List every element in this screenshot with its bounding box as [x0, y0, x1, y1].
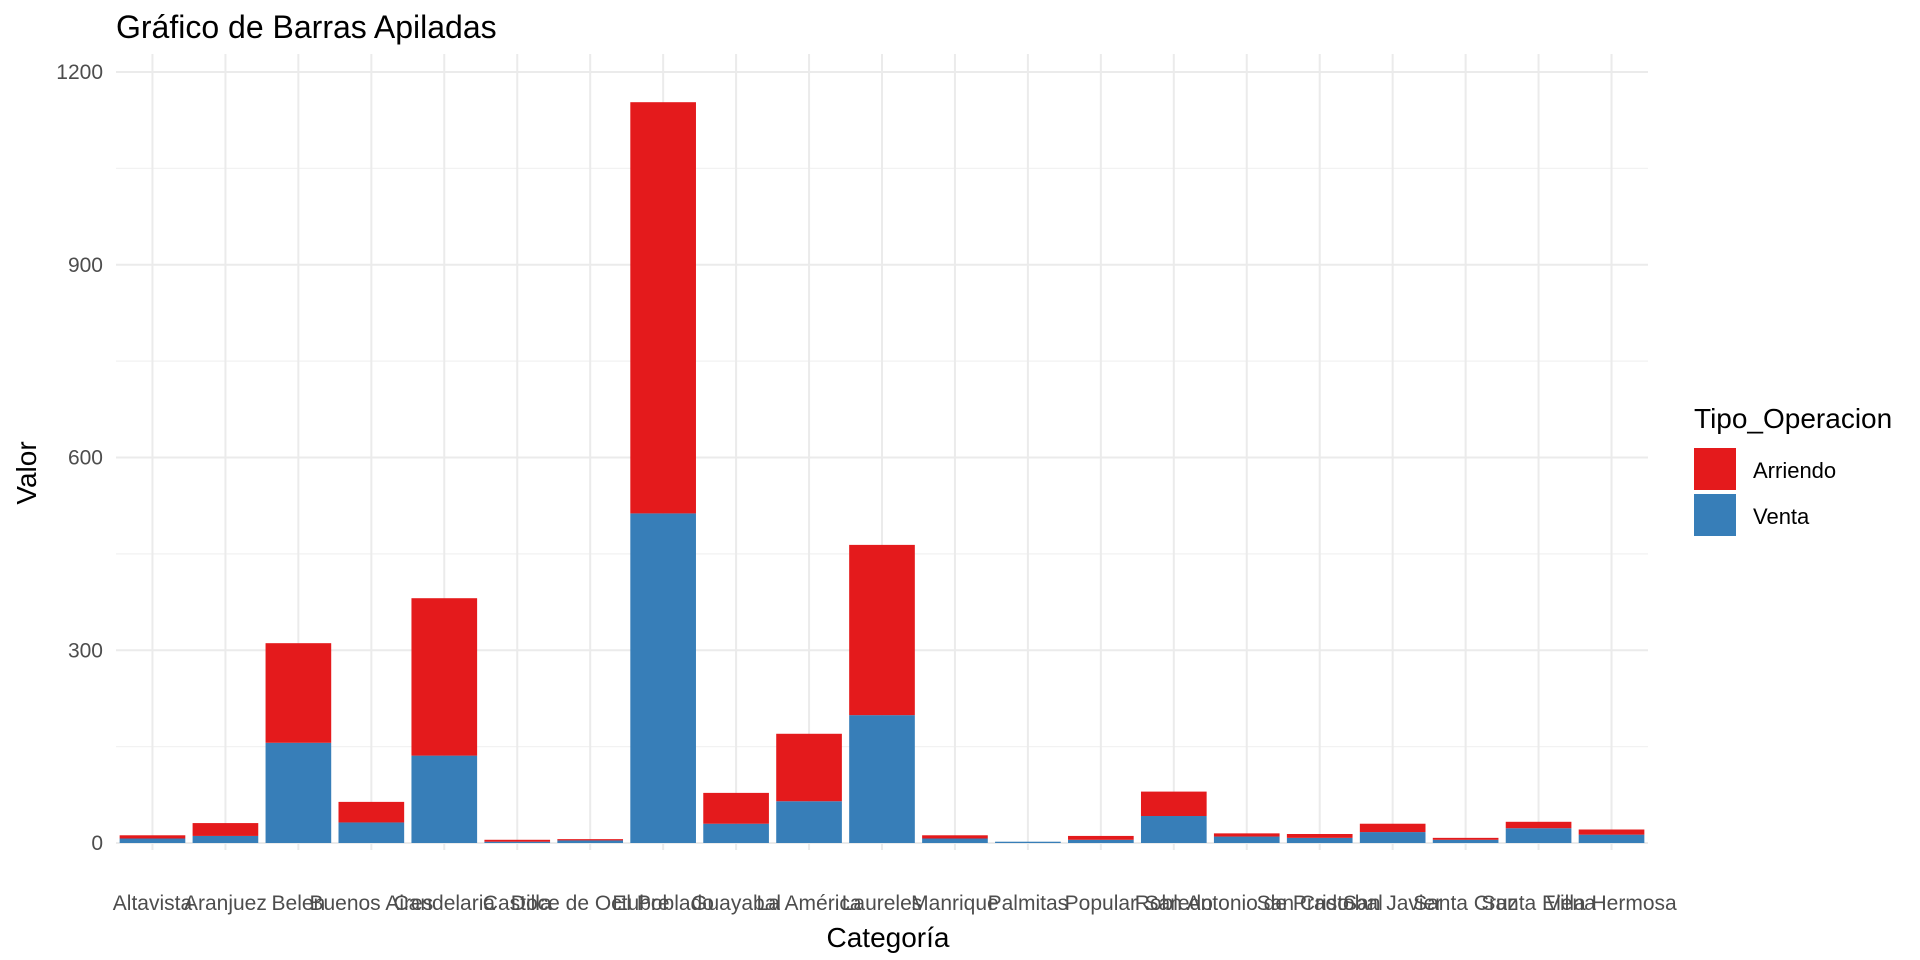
bar-venta	[995, 841, 1061, 843]
bar-venta	[484, 841, 551, 843]
bar-arriendo	[1432, 837, 1499, 840]
bar-arriendo	[849, 544, 915, 716]
bar-venta	[411, 755, 478, 843]
bar-venta	[630, 513, 696, 843]
bar-arriendo	[1140, 791, 1207, 817]
x-axis-label: Categoría	[827, 922, 950, 953]
bar-arriendo	[1505, 821, 1572, 829]
bar-arriendo	[776, 733, 842, 802]
bars	[119, 102, 1645, 843]
legend: Tipo_Operacion Arriendo Venta	[1694, 403, 1892, 536]
bar-arriendo	[1578, 829, 1645, 835]
bar-arriendo	[338, 801, 405, 823]
x-tick-label: Popular	[1065, 892, 1137, 915]
bar-venta	[703, 823, 769, 843]
legend-swatch-venta	[1694, 494, 1736, 536]
x-tick-label: Castilla	[483, 892, 552, 915]
x-tick-label: San Javier	[1343, 892, 1442, 915]
legend-title: Tipo_Operacion	[1694, 403, 1892, 434]
bar-venta	[1140, 816, 1207, 843]
x-tick-label: Villa Hermosa	[1546, 892, 1677, 915]
y-tick-label: 300	[68, 639, 103, 662]
bar-venta	[1068, 839, 1134, 843]
x-tick-label: Robledo	[1135, 892, 1213, 915]
bar-venta	[1286, 837, 1353, 843]
y-tick-label: 1200	[56, 61, 103, 84]
bar-venta	[1359, 832, 1426, 843]
bar-arriendo	[703, 792, 769, 824]
y-tick-labels: 0 300 600 900 1200	[56, 61, 103, 855]
legend-label-arriendo: Arriendo	[1753, 458, 1836, 483]
x-tick-label: Santa Elena	[1481, 892, 1596, 915]
y-tick-label: 0	[91, 832, 103, 855]
bar-venta	[1213, 836, 1280, 843]
x-tick-label: Belen	[272, 892, 326, 915]
legend-label-venta: Venta	[1753, 504, 1810, 529]
x-tick-label: Santa Cruz	[1413, 892, 1518, 915]
bar-venta	[922, 838, 988, 843]
y-axis-label: Valor	[11, 441, 42, 504]
x-tick-label: Laureles	[842, 892, 923, 915]
bar-venta	[119, 838, 186, 843]
legend-swatch-arriendo	[1694, 448, 1736, 490]
x-tick-label: Aranjuez	[184, 892, 267, 915]
bar-venta	[1578, 834, 1645, 843]
bar-arriendo	[1286, 834, 1353, 838]
bar-arriendo	[1068, 835, 1134, 840]
chart-title: Gráfico de Barras Apiladas	[116, 9, 497, 45]
bar-venta	[557, 840, 624, 843]
x-tick-label: Manrique	[911, 892, 999, 915]
bar-arriendo	[119, 835, 186, 839]
bar-arriendo	[192, 823, 259, 836]
bar-venta	[776, 801, 842, 843]
x-tick-label: Candelaria	[393, 892, 495, 915]
y-tick-label: 900	[68, 254, 103, 277]
bar-venta	[849, 715, 915, 843]
bar-venta	[1505, 828, 1572, 843]
x-tick-label: Guayabal	[691, 892, 781, 915]
bar-arriendo	[1359, 823, 1426, 833]
x-tick-label: Buenos Aires	[309, 892, 433, 915]
bar-arriendo	[922, 835, 988, 839]
bar-venta	[1432, 839, 1499, 843]
x-tick-label: Palmitas	[988, 892, 1069, 915]
x-tick-label: El Poblado	[612, 892, 714, 915]
y-tick-label: 600	[68, 447, 103, 470]
bar-arriendo	[557, 839, 624, 841]
x-tick-label: Altavista	[113, 892, 193, 915]
bar-venta	[265, 742, 332, 843]
bar-arriendo	[411, 598, 478, 756]
x-tick-label: La América	[757, 892, 862, 915]
bar-venta	[338, 822, 405, 843]
bar-arriendo	[1213, 833, 1280, 837]
bar-venta	[192, 835, 259, 843]
x-tick-label: San Antonio de Prado	[1145, 892, 1349, 915]
bar-arriendo	[265, 643, 332, 743]
bar-arriendo	[630, 102, 696, 514]
bar-arriendo	[484, 839, 551, 842]
x-tick-label: Doce de Octubre	[511, 892, 670, 915]
x-tick-label: San Cristobal	[1257, 892, 1383, 915]
